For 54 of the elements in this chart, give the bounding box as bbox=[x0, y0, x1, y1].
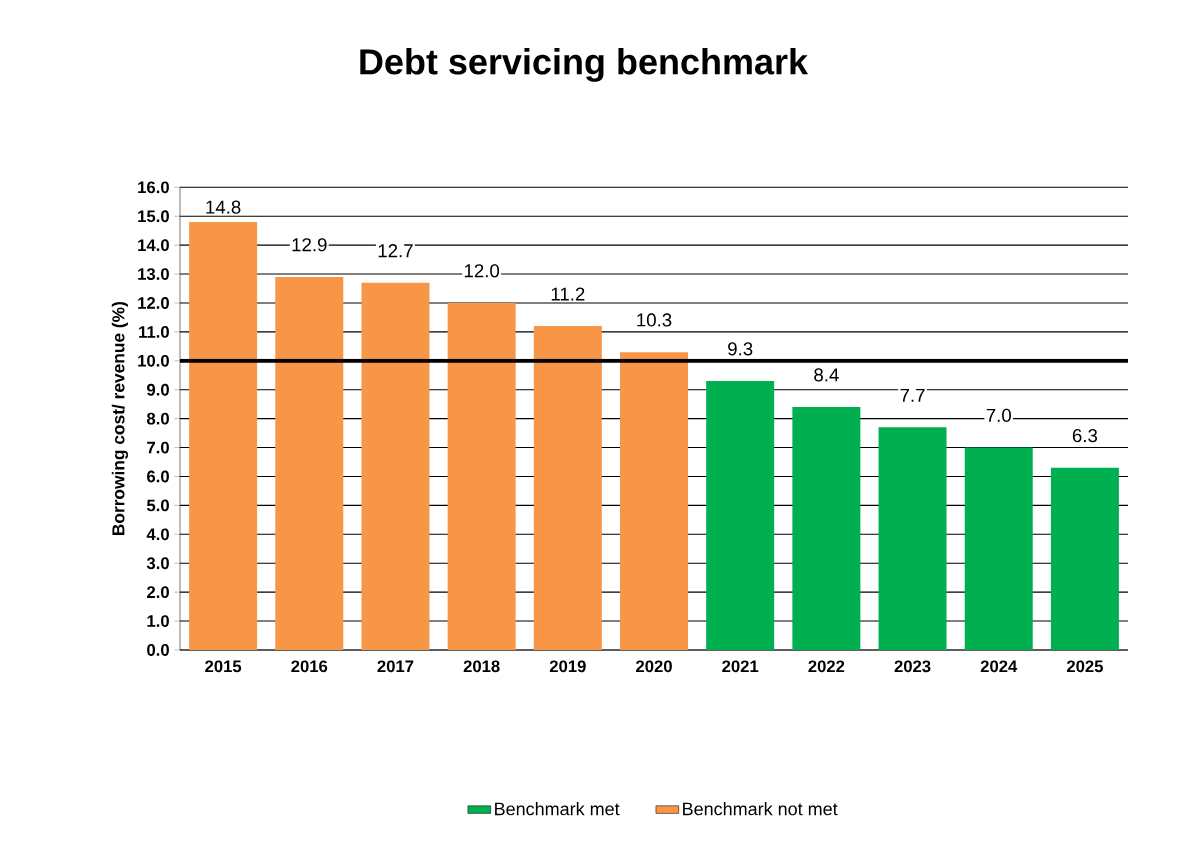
bar bbox=[1050, 467, 1119, 650]
x-tick-label: 2015 bbox=[205, 660, 242, 673]
bar bbox=[964, 447, 1033, 650]
x-tick-label: 2020 bbox=[636, 660, 672, 673]
data-label: 12.0 bbox=[464, 264, 500, 278]
data-label: 7.0 bbox=[986, 408, 1011, 422]
legend-label: Benchmark not met bbox=[683, 802, 838, 816]
data-label: 11.2 bbox=[551, 287, 585, 301]
bar bbox=[533, 326, 602, 650]
x-tick-label: 2021 bbox=[722, 660, 759, 673]
x-tick-label: 2025 bbox=[1066, 660, 1103, 673]
y-tick-label: 10.0 bbox=[138, 354, 169, 367]
y-tick-label: 13.0 bbox=[138, 268, 169, 280]
y-tick-label: 12.0 bbox=[138, 297, 169, 309]
y-tick-label: 7.0 bbox=[147, 441, 169, 454]
y-tick-label: 11.0 bbox=[139, 326, 169, 338]
y-tick-label: 1.0 bbox=[147, 615, 169, 627]
x-tick-label: 2022 bbox=[808, 660, 845, 673]
x-tick-label: 2018 bbox=[463, 660, 500, 673]
y-tick-label: 5.0 bbox=[146, 499, 169, 512]
x-tick-label: 2016 bbox=[291, 660, 328, 673]
y-tick-label: 16.0 bbox=[138, 181, 169, 194]
y-tick-label: 8.0 bbox=[146, 412, 169, 425]
data-label: 10.3 bbox=[637, 313, 672, 327]
x-tick-label: 2023 bbox=[894, 660, 931, 673]
y-tick-label: 4.0 bbox=[146, 528, 169, 541]
x-tick-label: 2017 bbox=[377, 660, 414, 673]
y-tick-label: 0.0 bbox=[147, 644, 169, 656]
data-label: 12.7 bbox=[378, 244, 413, 258]
data-label: 6.3 bbox=[1072, 428, 1098, 443]
legend-label: Benchmark met bbox=[495, 802, 620, 816]
data-label: 12.9 bbox=[292, 238, 327, 252]
x-tick-label: 2024 bbox=[980, 660, 1018, 673]
data-label: 9.3 bbox=[728, 342, 753, 356]
bar bbox=[620, 352, 689, 650]
y-tick-label: 9.0 bbox=[147, 383, 169, 396]
y-tick-label: 6.0 bbox=[147, 470, 169, 483]
x-tick-label: 2019 bbox=[549, 660, 586, 673]
bar bbox=[361, 282, 430, 650]
bar bbox=[706, 381, 775, 650]
chart-title: Debt servicing benchmark bbox=[360, 48, 809, 82]
data-label: 7.7 bbox=[900, 388, 925, 402]
y-tick-label: 14.0 bbox=[138, 239, 169, 252]
bar bbox=[447, 302, 516, 650]
y-axis-title: Borrowing cost/ revenue (%) bbox=[111, 302, 129, 535]
bar bbox=[792, 407, 861, 650]
y-tick-label: 3.0 bbox=[146, 557, 169, 570]
bar bbox=[275, 276, 344, 650]
y-tick-label: 2.0 bbox=[147, 586, 169, 599]
bar bbox=[189, 222, 258, 650]
bar bbox=[878, 427, 947, 650]
data-label: 8.4 bbox=[814, 368, 839, 382]
y-tick-label: 15.0 bbox=[138, 210, 169, 223]
data-label: 14.8 bbox=[206, 200, 241, 214]
